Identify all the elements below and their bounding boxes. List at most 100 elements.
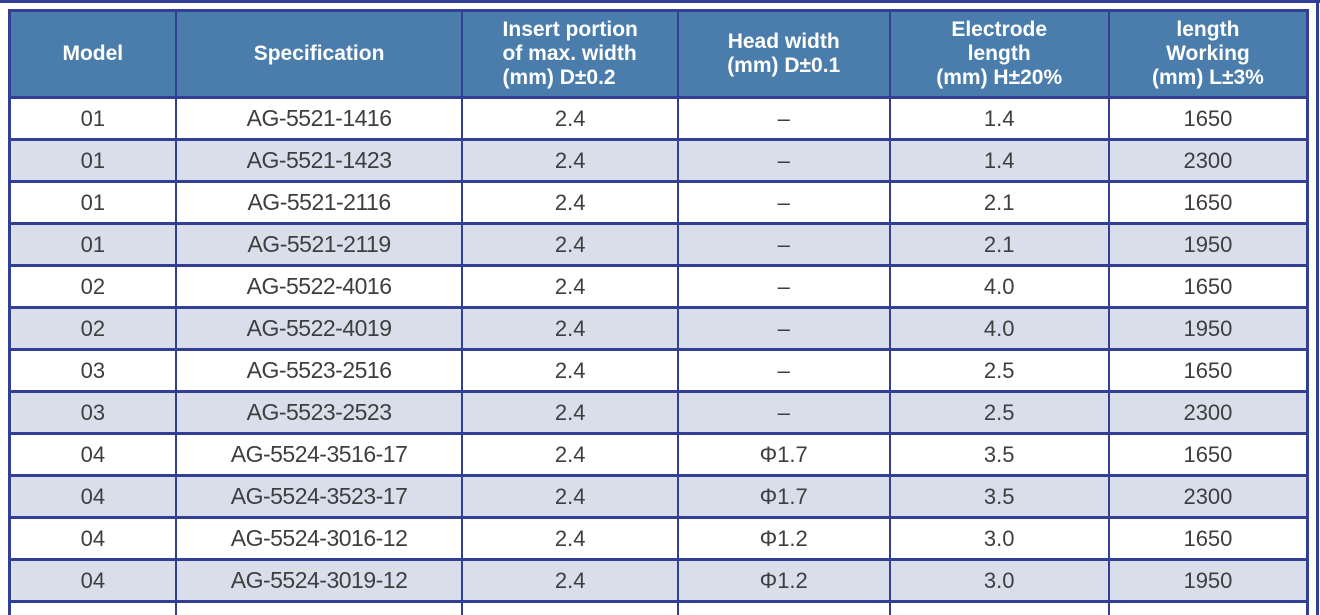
- cell-model: 04: [8, 474, 177, 519]
- cell-specification: AG-5524-3523-17: [174, 474, 464, 519]
- table-row: 02 AG-5522-4016 2.4–4.0 1650: [8, 264, 1309, 309]
- column-header-label: Head width (mm) D±0.1: [727, 30, 841, 77]
- cell-specification: AG-5524-3516-17: [174, 432, 464, 477]
- cell-insert-width: 2.4: [461, 558, 679, 603]
- cell-model: 02: [8, 264, 177, 309]
- cell-working-length: 1650: [1107, 96, 1309, 141]
- cell-specification: AG-5521-2116: [174, 180, 464, 225]
- cell-electrode-length: 3.5: [888, 432, 1110, 477]
- table-body: 01 AG-5521-1416 2.4–1.4 1650 01 AG-5521-1423 2…: [8, 96, 1309, 615]
- cell-working-length: 2300: [1107, 474, 1309, 519]
- cell-model: 01: [8, 180, 177, 225]
- cell-head-width: Φ1.7: [676, 474, 891, 519]
- table-row: 04 AG-5524-3016-12 2.4 Φ1.2 3.0 1650: [8, 516, 1309, 561]
- column-header-model: Model: [8, 9, 177, 99]
- cell-electrode-length: 4.0: [888, 264, 1110, 309]
- cell-head-width: [676, 600, 891, 615]
- cell-model: 02: [8, 306, 177, 351]
- cell-working-length: [1107, 600, 1309, 615]
- cell-head-width: Φ1.7: [676, 432, 891, 477]
- cell-head-width: –: [676, 348, 891, 393]
- cell-electrode-length: [888, 600, 1110, 615]
- cell-head-width: Φ1.2: [676, 516, 891, 561]
- column-header-label: Specification: [253, 42, 385, 66]
- cell-specification: AG-5522-4016: [174, 264, 464, 309]
- cell-specification: AG-5524-3019-12: [174, 558, 464, 603]
- cell-specification: AG-5523-2516: [174, 348, 464, 393]
- cell-working-length: 1650: [1107, 348, 1309, 393]
- cell-working-length: 1650: [1107, 264, 1309, 309]
- cell-insert-width: 2.4: [461, 516, 679, 561]
- table-row: 03 AG-5523-2523 2.4–2.5 2300: [8, 390, 1309, 435]
- cell-insert-width: 2.4: [461, 390, 679, 435]
- cell-head-width: –: [676, 390, 891, 435]
- cell-insert-width: [461, 600, 679, 615]
- table-row: 03 AG-5523-2516 2.4–2.5 1650: [8, 348, 1309, 393]
- cell-specification: AG-5523-2523: [174, 390, 464, 435]
- cell-working-length: 1950: [1107, 306, 1309, 351]
- cell-model: 01: [8, 96, 177, 141]
- cell-model: 01: [8, 222, 177, 267]
- cell-model: 04: [8, 516, 177, 561]
- cell-head-width: –: [676, 264, 891, 309]
- cell-specification: AG-5521-1416: [174, 96, 464, 141]
- cell-electrode-length: 4.0: [888, 306, 1110, 351]
- cell-model: 03: [8, 348, 177, 393]
- cell-head-width: –: [676, 222, 891, 267]
- table-row: 01 AG-5521-1423 2.4–1.4 2300: [8, 138, 1309, 183]
- cell-working-length: 1650: [1107, 516, 1309, 561]
- cell-insert-width: 2.4: [461, 138, 679, 183]
- cell-electrode-length: 1.4: [888, 138, 1110, 183]
- cell-specification: AG-5521-2119: [174, 222, 464, 267]
- table-row: 04 AG-5524-3516-17 2.4 Φ1.7 3.5 1650: [8, 432, 1309, 477]
- cell-insert-width: 2.4: [461, 264, 679, 309]
- cell-working-length: 1650: [1107, 180, 1309, 225]
- cell-insert-width: 2.4: [461, 348, 679, 393]
- table-row: 01 AG-5521-2116 2.4–2.1 1650: [8, 180, 1309, 225]
- cell-electrode-length: 3.5: [888, 474, 1110, 519]
- cell-insert-width: 2.4: [461, 222, 679, 267]
- cell-electrode-length: 2.5: [888, 348, 1110, 393]
- cell-electrode-length: 2.1: [888, 180, 1110, 225]
- column-header-label: Electrode length (mm) H±20%: [936, 18, 1063, 89]
- cell-electrode-length: 3.0: [888, 516, 1110, 561]
- table-row: 02 AG-5522-4019 2.4–4.0 1950: [8, 306, 1309, 351]
- column-header-working-length: length Working (mm) L±3%: [1107, 9, 1309, 99]
- column-header-insert-width: Insert portion of max. width (mm) D±0.2: [461, 9, 679, 99]
- cell-working-length: 1650: [1107, 432, 1309, 477]
- cell-working-length: 2300: [1107, 138, 1309, 183]
- cell-model: 04: [8, 432, 177, 477]
- cell-insert-width: 2.4: [461, 180, 679, 225]
- cell-specification: AG-5521-1423: [174, 138, 464, 183]
- table-row: 01 AG-5521-2119 2.4–2.1 1950: [8, 222, 1309, 267]
- column-header-head-width: Head width (mm) D±0.1: [676, 9, 891, 99]
- page-right-rule: [1316, 0, 1319, 615]
- column-header-specification: Specification: [174, 9, 464, 99]
- cell-insert-width: 2.4: [461, 474, 679, 519]
- cell-head-width: –: [676, 96, 891, 141]
- column-header-electrode-length: Electrode length (mm) H±20%: [888, 9, 1110, 99]
- cell-model: 04: [8, 558, 177, 603]
- cell-electrode-length: 2.1: [888, 222, 1110, 267]
- cell-model: [8, 600, 177, 615]
- cell-specification: [174, 600, 464, 615]
- table-header-row: Model Specification Insert portion of max. …: [8, 9, 1309, 99]
- table-row: 04 AG-5524-3523-17 2.4 Φ1.7 3.5 2300: [8, 474, 1309, 519]
- table-row: 04 AG-5524-3019-12 2.4 Φ1.2 3.0 1950: [8, 558, 1309, 603]
- table-row: 01 AG-5521-1416 2.4–1.4 1650: [8, 96, 1309, 141]
- cell-working-length: 1950: [1107, 558, 1309, 603]
- specification-table: Model Specification Insert portion of max. …: [8, 9, 1309, 615]
- cell-head-width: –: [676, 180, 891, 225]
- cell-electrode-length: 1.4: [888, 96, 1110, 141]
- cell-electrode-length: 3.0: [888, 558, 1110, 603]
- cell-model: 01: [8, 138, 177, 183]
- table-header: Model Specification Insert portion of max. …: [8, 9, 1309, 99]
- cell-insert-width: 2.4: [461, 96, 679, 141]
- cell-head-width: –: [676, 306, 891, 351]
- cell-head-width: –: [676, 138, 891, 183]
- cell-head-width: Φ1.2: [676, 558, 891, 603]
- column-header-label: Insert portion of max. width (mm) D±0.2: [502, 18, 638, 89]
- cell-specification: AG-5522-4019: [174, 306, 464, 351]
- cell-electrode-length: 2.5: [888, 390, 1110, 435]
